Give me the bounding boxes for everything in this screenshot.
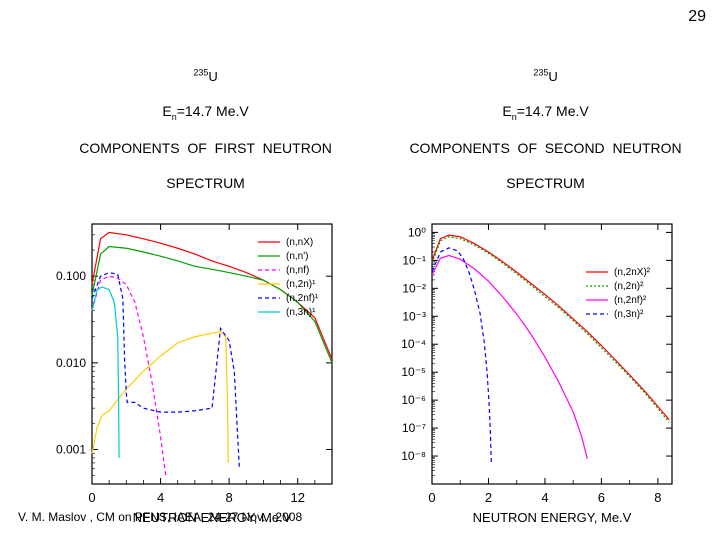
svg-text:(n,2n)¹: (n,2n)¹ — [286, 279, 316, 290]
svg-text:10⁻⁸: 10⁻⁸ — [401, 449, 426, 463]
right-isotope: 235U — [533, 69, 557, 84]
slide-page: 29 235U En=14.7 Me.V COMPONENTS OF FIRST… — [0, 0, 720, 540]
svg-text:12: 12 — [290, 490, 304, 505]
svg-text:10⁻³: 10⁻³ — [402, 310, 426, 324]
svg-text:4: 4 — [157, 490, 164, 505]
svg-text:10⁻⁵: 10⁻⁵ — [401, 366, 426, 380]
svg-text:8: 8 — [226, 490, 233, 505]
svg-text:(n,n'): (n,n') — [286, 251, 308, 262]
left-title-line1: COMPONENTS OF FIRST NEUTRON — [79, 140, 332, 156]
svg-text:(n,2nf)¹: (n,2nf)¹ — [286, 293, 319, 304]
svg-text:NEUTRON ENERGY, Me.V: NEUTRON ENERGY, Me.V — [473, 510, 632, 525]
svg-text:4: 4 — [541, 490, 548, 505]
left-title-line2: SPECTRUM — [166, 175, 245, 191]
svg-text:2: 2 — [485, 490, 492, 505]
right-chart-block: 235U En=14.7 Me.V COMPONENTS OF SECOND N… — [370, 50, 690, 534]
right-chart-title: 235U En=14.7 Me.V COMPONENTS OF SECOND N… — [378, 50, 681, 210]
svg-text:(n,3n)²: (n,3n)² — [614, 309, 644, 320]
svg-text:(n,nf): (n,nf) — [286, 265, 309, 276]
slide-number: 29 — [688, 8, 706, 26]
footer-text: V. M. Maslov , CM on PFNS, IAEA, 24-27 N… — [18, 510, 302, 524]
svg-text:10⁻⁴: 10⁻⁴ — [401, 338, 426, 352]
left-chart-svg: 048120.0010.0100.100NEUTRON ENERGY, Me.V… — [30, 214, 350, 534]
svg-text:10⁻²: 10⁻² — [402, 282, 426, 296]
svg-text:0.100: 0.100 — [56, 270, 86, 284]
svg-text:10⁰: 10⁰ — [408, 226, 426, 240]
svg-text:0: 0 — [428, 490, 435, 505]
right-chart-svg: 0 2 4 6 8 10⁻⁸ 10⁻⁷ 10⁻⁶ 10⁻⁵ 10⁻⁴ 10⁻³ 10⁻² 10⁻¹ 10⁰… — [370, 214, 690, 534]
right-title-line2: SPECTRUM — [506, 175, 585, 191]
svg-text:(n,2nX)²: (n,2nX)² — [614, 267, 651, 278]
svg-text:0.001: 0.001 — [56, 443, 86, 457]
right-energy: En=14.7 Me.V — [502, 103, 588, 119]
svg-text:0: 0 — [88, 490, 95, 505]
left-chart-title: 235U En=14.7 Me.V COMPONENTS OF FIRST NE… — [48, 50, 332, 210]
left-energy: En=14.7 Me.V — [162, 103, 248, 119]
svg-text:6: 6 — [598, 490, 605, 505]
svg-text:(n,2nf)²: (n,2nf)² — [614, 295, 647, 306]
charts-row: 235U En=14.7 Me.V COMPONENTS OF FIRST NE… — [30, 50, 690, 534]
right-title-line1: COMPONENTS OF SECOND NEUTRON — [409, 140, 681, 156]
svg-text:8: 8 — [654, 490, 661, 505]
svg-text:10⁻⁶: 10⁻⁶ — [401, 394, 426, 408]
svg-text:10⁻⁷: 10⁻⁷ — [402, 421, 426, 435]
svg-text:(n,nX): (n,nX) — [286, 237, 313, 248]
svg-text:(n,3n)¹: (n,3n)¹ — [286, 307, 316, 318]
svg-text:10⁻¹: 10⁻¹ — [402, 254, 426, 268]
svg-text:0.010: 0.010 — [56, 356, 86, 370]
left-isotope: 235U — [193, 69, 217, 84]
svg-text:(n,2n)²: (n,2n)² — [614, 281, 644, 292]
left-chart-block: 235U En=14.7 Me.V COMPONENTS OF FIRST NE… — [30, 50, 350, 534]
